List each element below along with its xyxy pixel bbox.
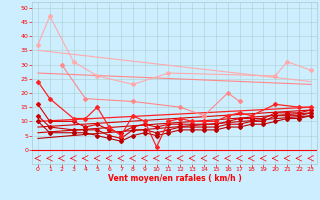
X-axis label: Vent moyen/en rafales ( km/h ): Vent moyen/en rafales ( km/h ) — [108, 174, 241, 183]
